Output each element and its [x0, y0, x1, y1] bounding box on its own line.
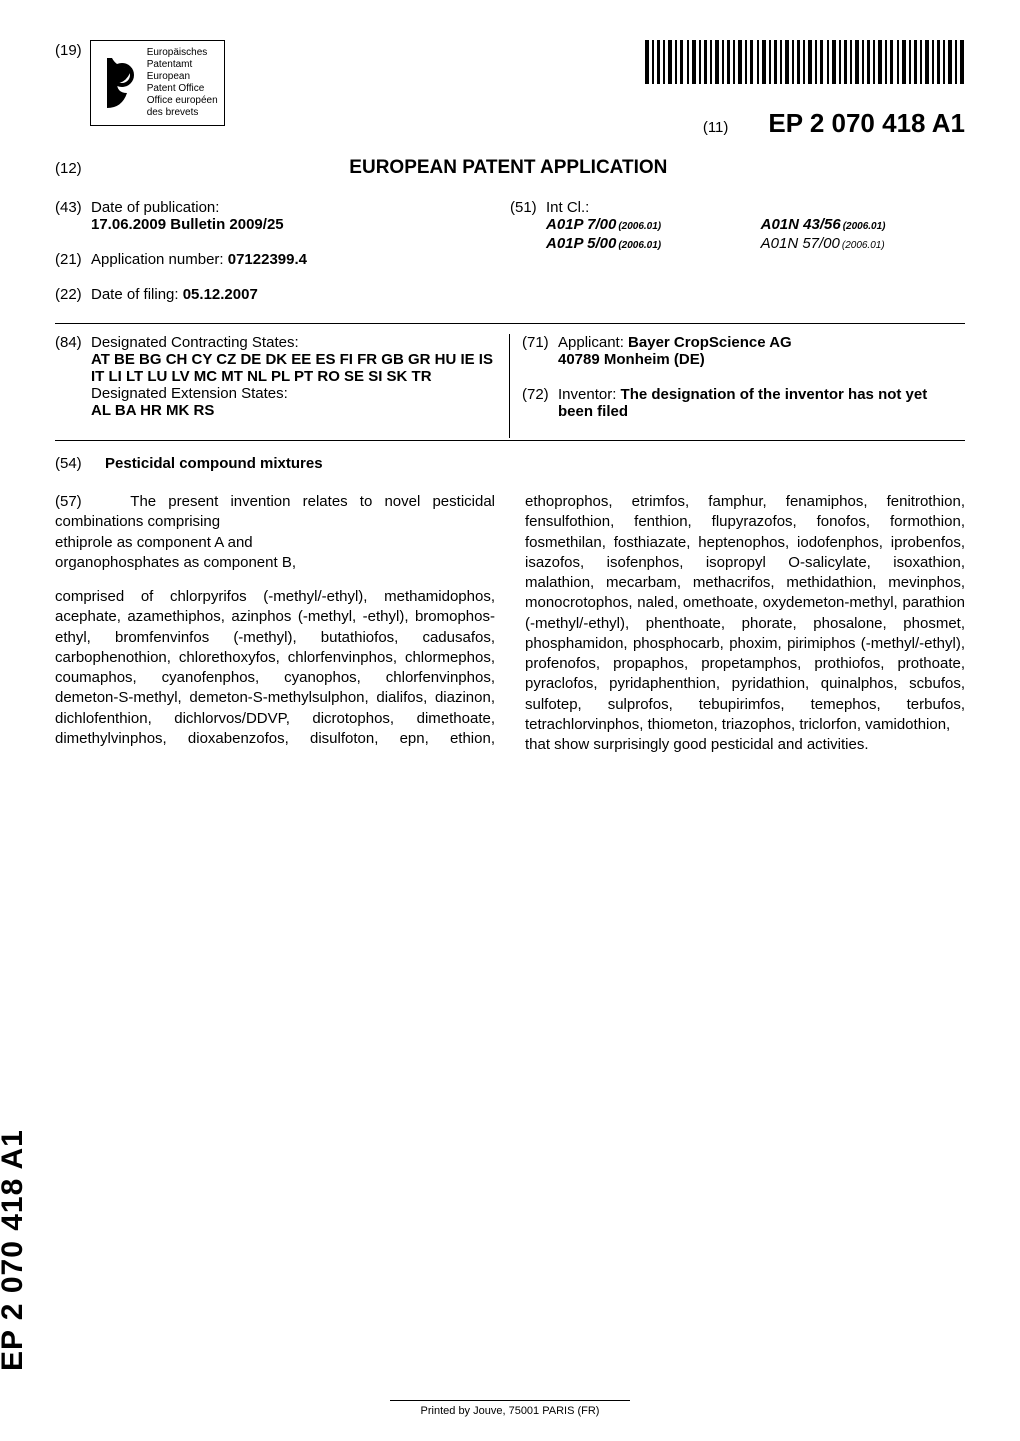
- footer-text: Printed by Jouve, 75001 PARIS (FR): [0, 1405, 1020, 1417]
- epo-text-l2: Patentamt: [147, 59, 218, 71]
- inid-11: (11): [703, 119, 729, 136]
- epo-text-l1: Europäisches: [147, 47, 218, 59]
- field-84-label1: Designated Contracting States:: [91, 334, 497, 351]
- field-84-states: AT BE BG CH CY CZ DE DK EE ES FI FR GB G…: [91, 351, 497, 385]
- inid-54: (54): [55, 455, 91, 472]
- ipc-0-ver: (2006.01): [618, 221, 661, 232]
- inid-71: (71): [522, 334, 558, 368]
- inid-43: (43): [55, 199, 91, 233]
- abstract-block: (57) The present invention relates to no…: [55, 492, 965, 755]
- inid-19: (19): [55, 42, 82, 59]
- pub-number-row: (11) EP 2 070 418 A1: [645, 108, 965, 139]
- publication-type: EUROPEAN PATENT APPLICATION: [222, 157, 795, 179]
- field-84-label2: Designated Extension States:: [91, 385, 497, 402]
- header-row: (19) Europäisches Patentamt European Pat…: [55, 40, 965, 139]
- field-21-value: 07122399.4: [228, 251, 307, 268]
- ipc-2-code: A01P 5/00: [546, 235, 616, 252]
- field-43: (43) Date of publication: 17.06.2009 Bul…: [55, 199, 490, 233]
- header-right: (11) EP 2 070 418 A1: [645, 40, 965, 139]
- field-72-label: Inventor:: [558, 386, 616, 403]
- biblio-block: (43) Date of publication: 17.06.2009 Bul…: [55, 199, 965, 441]
- field-22: (22) Date of filing: 05.12.2007: [55, 286, 490, 303]
- separator-2: [55, 440, 965, 441]
- abstract-comp-a: ethiprole as component A and: [55, 534, 253, 551]
- ipc-0-code: A01P 7/00: [546, 216, 616, 233]
- field-51: (51) Int Cl.: A01P 7/00(2006.01) A01N 43…: [510, 199, 945, 252]
- abstract-intro: The present invention relates to novel p…: [55, 493, 495, 530]
- invention-title: Pesticidal compound mixtures: [105, 455, 323, 472]
- field-72: (72) Inventor: The designation of the in…: [522, 386, 965, 420]
- inid-72: (72): [522, 386, 558, 420]
- separator-1: [55, 323, 965, 324]
- field-51-label: Int Cl.:: [546, 199, 945, 216]
- field-71-label: Applicant:: [558, 334, 624, 351]
- epo-text-l5: Office européen: [147, 95, 218, 107]
- inid-12: (12): [55, 160, 82, 177]
- epo-logo-icon: [97, 53, 139, 113]
- field-21: (21) Application number: 07122399.4: [55, 251, 490, 268]
- inid-21: (21): [55, 251, 91, 268]
- epo-logo-box: Europäisches Patentamt European Patent O…: [90, 40, 225, 126]
- ipc-3-code: A01N 57/00: [761, 235, 840, 252]
- epo-text-l4: Patent Office: [147, 83, 218, 95]
- ipc-1-code: A01N 43/56: [761, 216, 841, 233]
- abstract-comp-b: organophosphates as component B,: [55, 554, 296, 571]
- ipc-3-ver: (2006.01): [842, 240, 885, 251]
- states-row: (84) Designated Contracting States: AT B…: [55, 334, 965, 438]
- field-71-name: Bayer CropScience AG: [628, 334, 792, 351]
- footer-rule: [390, 1400, 630, 1401]
- field-43-value: 17.06.2009 Bulletin 2009/25: [91, 216, 490, 233]
- inid-84: (84): [55, 334, 91, 419]
- inid-57: (57): [55, 493, 82, 510]
- field-54: (54) Pesticidal compound mixtures: [55, 455, 965, 472]
- barcode-icon: [645, 40, 965, 84]
- pub-type-row: (12) EUROPEAN PATENT APPLICATION: [55, 157, 965, 179]
- ipc-2-ver: (2006.01): [618, 240, 661, 251]
- header-left: (19) Europäisches Patentamt European Pat…: [55, 40, 225, 126]
- field-71-addr: 40789 Monheim (DE): [558, 351, 965, 368]
- abstract-tail: that show surprisingly good pesticidal a…: [525, 735, 965, 755]
- vertical-pub-number: EP 2 070 418 A1: [0, 1129, 30, 1371]
- field-84: (84) Designated Contracting States: AT B…: [55, 334, 497, 419]
- epo-text-l6: des brevets: [147, 107, 218, 119]
- epo-text-l3: European: [147, 71, 218, 83]
- footer: Printed by Jouve, 75001 PARIS (FR): [0, 1400, 1020, 1417]
- publication-number: EP 2 070 418 A1: [768, 108, 965, 139]
- field-22-value: 05.12.2007: [183, 286, 258, 303]
- inid-22: (22): [55, 286, 91, 303]
- inid-51: (51): [510, 199, 546, 252]
- field-21-label: Application number:: [91, 251, 224, 268]
- epo-text-block: Europäisches Patentamt European Patent O…: [147, 47, 218, 119]
- field-71: (71) Applicant: Bayer CropScience AG 407…: [522, 334, 965, 368]
- ipc-grid: A01P 7/00(2006.01) A01N 43/56(2006.01) A…: [546, 216, 945, 252]
- field-84-ext-states: AL BA HR MK RS: [91, 402, 497, 419]
- field-22-label: Date of filing:: [91, 286, 179, 303]
- field-43-label: Date of publication:: [91, 199, 490, 216]
- ipc-1-ver: (2006.01): [843, 221, 886, 232]
